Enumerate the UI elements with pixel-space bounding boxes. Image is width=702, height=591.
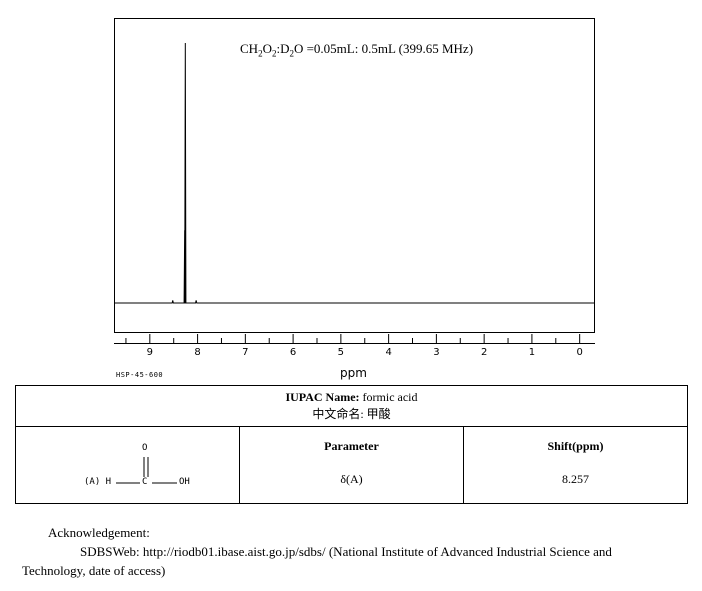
spectrum-code: HSP-45-600 xyxy=(116,371,164,379)
tick-label-5: 5 xyxy=(338,347,344,358)
chinese-name: 中文命名: 甲酸 xyxy=(312,407,391,421)
tick-label-4: 4 xyxy=(385,347,391,358)
iupac-name: IUPAC Name: formic acid xyxy=(285,390,418,404)
plot-frame xyxy=(114,18,595,333)
tick-label-9: 9 xyxy=(147,347,153,358)
parameter-cell: Parameter δ(A) xyxy=(239,426,464,504)
tick-label-7: 7 xyxy=(242,347,248,358)
structure-cell: O (A) H C OH xyxy=(15,426,240,504)
tick-label-6: 6 xyxy=(290,347,296,358)
atom-o: O xyxy=(142,443,148,453)
x-axis-label: ppm xyxy=(340,366,367,380)
chart-title: CH2O2:D2O =0.05mL: 0.5mL (399.65 MHz) xyxy=(240,41,474,59)
atom-c: C xyxy=(142,477,148,487)
shift-cell: Shift(ppm) 8.257 xyxy=(463,426,688,504)
tick-label-0: 0 xyxy=(576,347,582,358)
atom-oh: OH xyxy=(179,477,190,487)
spectrum-trace xyxy=(114,42,594,304)
tick-label-3: 3 xyxy=(433,347,439,358)
shift-value: 8.257 xyxy=(562,472,589,486)
shift-header: Shift(ppm) xyxy=(547,439,604,453)
compound-info-table: IUPAC Name: formic acid 中文命名: 甲酸 O (A) H… xyxy=(15,385,688,504)
atom-h: (A) H xyxy=(84,477,112,487)
acknowledgement-line-2: Technology, date of access) xyxy=(22,563,166,578)
formic-acid-structure xyxy=(116,457,177,484)
name-cell: IUPAC Name: formic acid 中文命名: 甲酸 xyxy=(15,385,688,427)
tick-label-2: 2 xyxy=(481,347,487,358)
acknowledgement-label: Acknowledgement: xyxy=(48,525,150,540)
nmr-spectrum-chart: 9 8 7 6 5 4 3 2 1 0 xyxy=(114,18,595,358)
tick-label-8: 8 xyxy=(194,347,200,358)
tick-label-1: 1 xyxy=(529,347,535,358)
x-axis-ticks: 9 8 7 6 5 4 3 2 1 0 xyxy=(125,334,583,358)
acknowledgement-line-1: SDBSWeb: http://riodb01.ibase.aist.go.jp… xyxy=(80,544,612,559)
parameter-header: Parameter xyxy=(324,439,379,453)
parameter-value: δ(A) xyxy=(340,472,363,486)
